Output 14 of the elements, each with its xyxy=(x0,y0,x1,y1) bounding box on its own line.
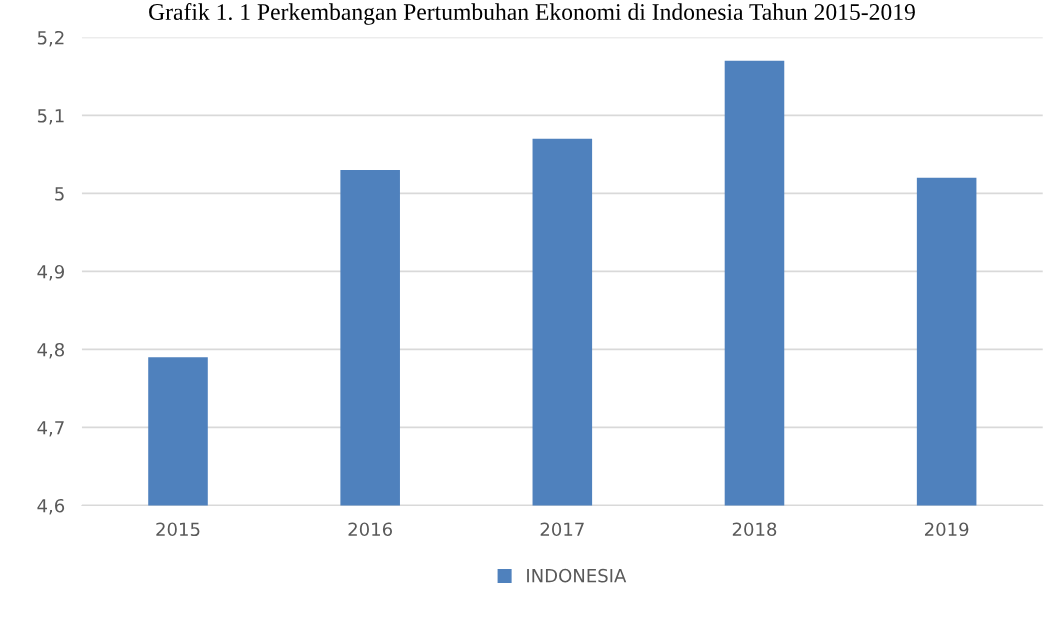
x-tick-label: 2016 xyxy=(348,522,392,537)
y-tick-label: 4,9 xyxy=(37,264,64,281)
legend-label: INDONESIA xyxy=(527,568,627,583)
y-tick-label: 4,8 xyxy=(37,342,65,359)
x-tick-label: 2019 xyxy=(924,522,969,537)
y-tick-label: 5,2 xyxy=(37,30,64,47)
chart-title: Grafik 1. 1 Perkembangan Pertumbuhan Ekonomi di Indonesia Tahun 2015-2019 xyxy=(149,3,915,25)
x-tick-label: 2017 xyxy=(540,522,584,537)
y-tick-label: 4,7 xyxy=(37,421,64,437)
y-tick-label: 4,6 xyxy=(37,498,65,515)
x-tick-label: 2015 xyxy=(156,522,200,537)
x-tick-label: 2018 xyxy=(732,522,777,537)
y-tick-label: 5,1 xyxy=(37,109,64,125)
y-tick-label: 5 xyxy=(55,187,64,201)
